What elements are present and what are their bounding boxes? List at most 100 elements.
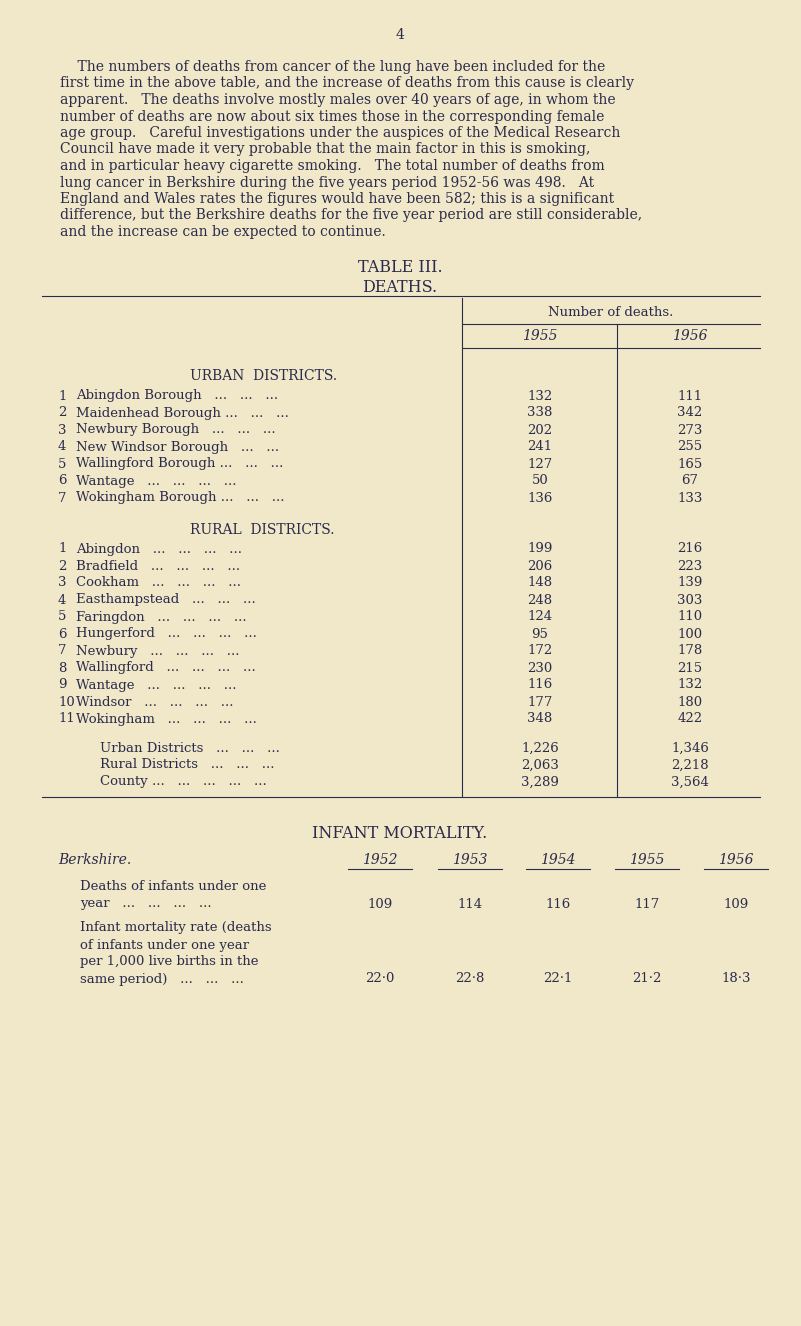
Text: and the increase can be expected to continue.: and the increase can be expected to cont… <box>60 225 386 239</box>
Text: 133: 133 <box>678 492 702 504</box>
Text: 2,218: 2,218 <box>671 758 709 772</box>
Text: 8: 8 <box>58 662 66 675</box>
Text: Abingdon Borough   ...   ...   ...: Abingdon Borough ... ... ... <box>76 390 278 403</box>
Text: 223: 223 <box>678 560 702 573</box>
Text: 1,226: 1,226 <box>521 741 559 754</box>
Text: 116: 116 <box>545 898 570 911</box>
Text: 1952: 1952 <box>362 853 398 866</box>
Text: 124: 124 <box>527 610 553 623</box>
Text: 50: 50 <box>532 475 549 488</box>
Text: 139: 139 <box>678 577 702 590</box>
Text: 2,063: 2,063 <box>521 758 559 772</box>
Text: England and Wales rates the figures would have been 582; this is a significant: England and Wales rates the figures woul… <box>60 192 614 206</box>
Text: 303: 303 <box>678 594 702 606</box>
Text: year   ...   ...   ...   ...: year ... ... ... ... <box>80 898 211 911</box>
Text: 4: 4 <box>58 440 66 453</box>
Text: 22·8: 22·8 <box>455 972 485 985</box>
Text: Wokingham Borough ...   ...   ...: Wokingham Borough ... ... ... <box>76 492 284 504</box>
Text: 109: 109 <box>368 898 392 911</box>
Text: 1: 1 <box>58 390 66 403</box>
Text: 117: 117 <box>634 898 660 911</box>
Text: 2: 2 <box>58 407 66 419</box>
Text: DEATHS.: DEATHS. <box>362 280 437 297</box>
Text: 177: 177 <box>527 696 553 708</box>
Text: County ...   ...   ...   ...   ...: County ... ... ... ... ... <box>100 776 267 789</box>
Text: 114: 114 <box>457 898 482 911</box>
Text: Wantage   ...   ...   ...   ...: Wantage ... ... ... ... <box>76 679 236 691</box>
Text: Urban Districts   ...   ...   ...: Urban Districts ... ... ... <box>100 741 280 754</box>
Text: 172: 172 <box>527 644 553 658</box>
Text: 3: 3 <box>58 423 66 436</box>
Text: Bradfield   ...   ...   ...   ...: Bradfield ... ... ... ... <box>76 560 240 573</box>
Text: 248: 248 <box>527 594 553 606</box>
Text: Faringdon   ...   ...   ...   ...: Faringdon ... ... ... ... <box>76 610 247 623</box>
Text: Windsor   ...   ...   ...   ...: Windsor ... ... ... ... <box>76 696 234 708</box>
Text: 21·2: 21·2 <box>632 972 662 985</box>
Text: 338: 338 <box>527 407 553 419</box>
Text: URBAN  DISTRICTS.: URBAN DISTRICTS. <box>190 370 337 383</box>
Text: 4: 4 <box>396 28 405 42</box>
Text: and in particular heavy cigarette smoking.   The total number of deaths from: and in particular heavy cigarette smokin… <box>60 159 605 172</box>
Text: age group.   Careful investigations under the auspices of the Medical Research: age group. Careful investigations under … <box>60 126 621 141</box>
Text: Number of deaths.: Number of deaths. <box>549 305 674 318</box>
Text: 5: 5 <box>58 457 66 471</box>
Text: TABLE III.: TABLE III. <box>358 260 442 277</box>
Text: of infants under one year: of infants under one year <box>80 939 249 952</box>
Text: 216: 216 <box>678 542 702 556</box>
Text: 67: 67 <box>682 475 698 488</box>
Text: 3,289: 3,289 <box>521 776 559 789</box>
Text: number of deaths are now about six times those in the corresponding female: number of deaths are now about six times… <box>60 110 605 123</box>
Text: 215: 215 <box>678 662 702 675</box>
Text: Newbury Borough   ...   ...   ...: Newbury Borough ... ... ... <box>76 423 276 436</box>
Text: Wallingford Borough ...   ...   ...: Wallingford Borough ... ... ... <box>76 457 284 471</box>
Text: Hungerford   ...   ...   ...   ...: Hungerford ... ... ... ... <box>76 627 257 640</box>
Text: 6: 6 <box>58 475 66 488</box>
Text: 1955: 1955 <box>630 853 665 866</box>
Text: 1955: 1955 <box>522 329 557 343</box>
Text: 348: 348 <box>527 712 553 725</box>
Text: 2: 2 <box>58 560 66 573</box>
Text: 273: 273 <box>678 423 702 436</box>
Text: Newbury   ...   ...   ...   ...: Newbury ... ... ... ... <box>76 644 239 658</box>
Text: 127: 127 <box>527 457 553 471</box>
Text: RURAL  DISTRICTS.: RURAL DISTRICTS. <box>190 522 335 537</box>
Text: 7: 7 <box>58 492 66 504</box>
Text: 422: 422 <box>678 712 702 725</box>
Text: New Windsor Borough   ...   ...: New Windsor Borough ... ... <box>76 440 279 453</box>
Text: first time in the above table, and the increase of deaths from this cause is cle: first time in the above table, and the i… <box>60 77 634 90</box>
Text: same period)   ...   ...   ...: same period) ... ... ... <box>80 972 244 985</box>
Text: Berkshire.: Berkshire. <box>58 853 131 866</box>
Text: 116: 116 <box>527 679 553 691</box>
Text: 241: 241 <box>527 440 553 453</box>
Text: Cookham   ...   ...   ...   ...: Cookham ... ... ... ... <box>76 577 241 590</box>
Text: Abingdon   ...   ...   ...   ...: Abingdon ... ... ... ... <box>76 542 242 556</box>
Text: 148: 148 <box>527 577 553 590</box>
Text: 1956: 1956 <box>672 329 708 343</box>
Text: 6: 6 <box>58 627 66 640</box>
Text: 110: 110 <box>678 610 702 623</box>
Text: 132: 132 <box>527 390 553 403</box>
Text: 202: 202 <box>527 423 553 436</box>
Text: 111: 111 <box>678 390 702 403</box>
Text: 3: 3 <box>58 577 66 590</box>
Text: 1954: 1954 <box>540 853 576 866</box>
Text: 3,564: 3,564 <box>671 776 709 789</box>
Text: 132: 132 <box>678 679 702 691</box>
Text: INFANT MORTALITY.: INFANT MORTALITY. <box>312 825 488 842</box>
Text: Wokingham   ...   ...   ...   ...: Wokingham ... ... ... ... <box>76 712 257 725</box>
Text: 5: 5 <box>58 610 66 623</box>
Text: 1: 1 <box>58 542 66 556</box>
Text: Wallingford   ...   ...   ...   ...: Wallingford ... ... ... ... <box>76 662 256 675</box>
Text: 109: 109 <box>723 898 749 911</box>
Text: Maidenhead Borough ...   ...   ...: Maidenhead Borough ... ... ... <box>76 407 289 419</box>
Text: 11: 11 <box>58 712 74 725</box>
Text: 180: 180 <box>678 696 702 708</box>
Text: 1956: 1956 <box>718 853 754 866</box>
Text: 7: 7 <box>58 644 66 658</box>
Text: 1,346: 1,346 <box>671 741 709 754</box>
Text: 206: 206 <box>527 560 553 573</box>
Text: 22·0: 22·0 <box>365 972 395 985</box>
Text: The numbers of deaths from cancer of the lung have been included for the: The numbers of deaths from cancer of the… <box>60 60 606 74</box>
Text: Wantage   ...   ...   ...   ...: Wantage ... ... ... ... <box>76 475 236 488</box>
Text: 255: 255 <box>678 440 702 453</box>
